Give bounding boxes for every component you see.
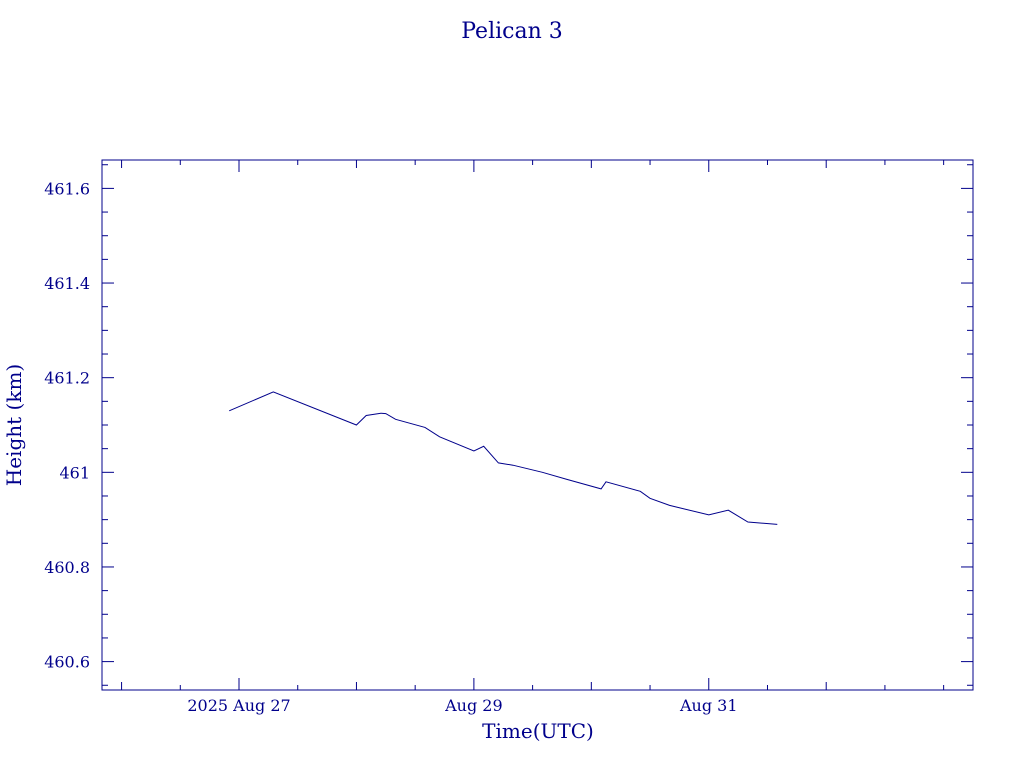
axis-ticks [102,160,973,690]
y-tick-label: 460.6 [44,653,90,672]
y-tick-label: 461.6 [44,179,90,198]
plot-frame [101,159,974,691]
chart-title: Pelican 3 [461,19,563,44]
x-tick-labels: 2025 Aug 27 Aug 29 Aug 31 [187,696,737,715]
y-tick-labels: 460.6 460.8 461 461.2 461.4 461.6 [44,179,90,671]
y-tick-label: 461.4 [44,274,90,293]
x-tick-label: 2025 Aug 27 [187,696,290,715]
height-series-line [229,391,778,525]
y-tick-label: 461 [59,463,90,482]
y-axis-title: Height (km) [2,364,26,486]
x-tick-label: Aug 29 [444,696,503,715]
x-tick-label: Aug 31 [679,696,738,715]
x-axis-title: Time(UTC) [482,719,594,743]
y-tick-label: 460.8 [44,558,90,577]
y-tick-label: 461.2 [44,369,90,388]
